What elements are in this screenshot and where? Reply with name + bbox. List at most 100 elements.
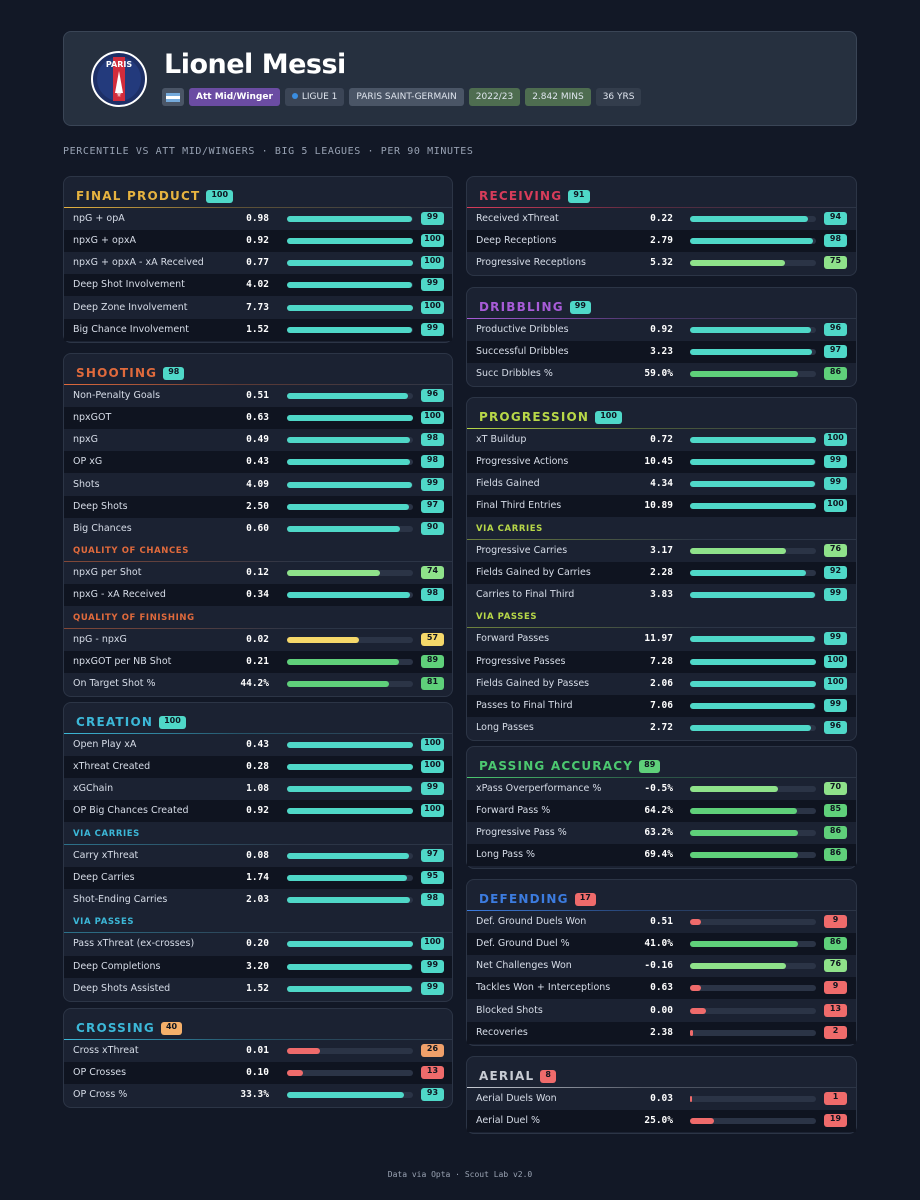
percentile-track xyxy=(287,282,413,289)
stat-value: 7.06 xyxy=(650,699,673,711)
stat-value: 0.51 xyxy=(650,916,673,927)
percentile-bar xyxy=(287,680,390,687)
percentile-track xyxy=(690,503,816,510)
percentile-track xyxy=(690,963,816,970)
stat-label: npxG xyxy=(73,434,99,446)
sub-header-divider xyxy=(64,561,452,563)
percentile-badge: 98 xyxy=(421,433,444,447)
section-divider xyxy=(467,428,856,429)
percentile-bar xyxy=(287,941,413,948)
percentile-track xyxy=(287,326,413,333)
stat-value: 0.51 xyxy=(246,390,269,401)
stat-label: Deep Shots Assisted xyxy=(73,982,171,994)
club-crest-icon: PARIS ⚜ xyxy=(91,51,147,107)
stat-value: 0.28 xyxy=(246,761,269,773)
percentile-bar xyxy=(690,636,815,643)
stat-row: Deep Shot Involvement 4.02 99 xyxy=(64,274,452,297)
stat-row: On Target Shot % 44.2% 81 xyxy=(64,673,452,695)
stat-value: 59.0% xyxy=(644,368,673,380)
stat-row: npG - npxG 0.02 57 xyxy=(64,629,452,651)
stat-value: 25.0% xyxy=(644,1115,673,1127)
stat-value: 0.02 xyxy=(246,633,269,645)
stat-label: Shots xyxy=(73,478,100,490)
minutes-badge: 2.842 MINS xyxy=(525,88,591,106)
stat-row: npG + opA 0.98 99 xyxy=(64,208,452,230)
stat-value: 44.2% xyxy=(240,677,269,689)
stat-label: xPass Overperformance % xyxy=(476,783,602,794)
percentile-badge: 86 xyxy=(824,848,847,862)
stat-value: 0.12 xyxy=(246,567,269,579)
section-score-badge: 100 xyxy=(206,189,234,203)
stat-label: Recoveries xyxy=(476,1026,528,1038)
section-divider xyxy=(64,733,452,734)
percentile-badge: 98 xyxy=(824,234,847,248)
stat-value: 0.01 xyxy=(246,1045,269,1056)
percentile-badge: 19 xyxy=(824,1114,847,1128)
section-title: CROSSING 40 xyxy=(76,1020,183,1036)
percentile-bar xyxy=(690,1118,714,1125)
stat-label: Blocked Shots xyxy=(476,1004,543,1016)
stat-row: Recoveries 2.38 2 xyxy=(467,1021,856,1044)
stat-value: 4.34 xyxy=(650,478,673,490)
stat-row: xThreat Created 0.28 100 xyxy=(64,756,452,779)
percentile-badge: 100 xyxy=(421,256,444,270)
percentile-badge: 99 xyxy=(421,212,444,225)
section-score-badge: 99 xyxy=(569,300,591,314)
stat-label: Shot-Ending Carries xyxy=(73,894,168,906)
passing-accuracy-panel: PASSING ACCURACY 89 xPass Overperformance … xyxy=(466,746,857,869)
stat-row: OP Crosses 0.10 13 xyxy=(64,1062,452,1085)
section-title-text: FINAL PRODUCT xyxy=(76,189,201,203)
stat-row: npxG - xA Received 0.34 98 xyxy=(64,584,452,607)
stat-label: Passes to Final Third xyxy=(476,699,573,711)
section-score-badge: 17 xyxy=(574,892,596,906)
percentile-bar xyxy=(287,658,400,665)
dribbling-panel: DRIBBLING 99 Productive Dribbles 0.92 96 Succ… xyxy=(466,287,857,388)
percentile-track xyxy=(287,680,413,687)
stat-label: npxG + opxA xyxy=(73,235,136,247)
percentile-track xyxy=(690,547,816,554)
stat-row: npxGOT per NB Shot 0.21 89 xyxy=(64,650,452,673)
stat-row: Shot-Ending Carries 2.03 98 xyxy=(64,889,452,911)
stat-label: Fields Gained xyxy=(476,478,540,490)
section-divider xyxy=(467,318,856,319)
percentile-badge: 75 xyxy=(824,256,847,270)
section-title: FINAL PRODUCT 100 xyxy=(76,188,234,204)
percentile-track xyxy=(287,874,413,881)
stat-value: 10.89 xyxy=(644,500,673,512)
percentile-track xyxy=(287,1092,413,1099)
percentile-badge: 13 xyxy=(824,1003,847,1017)
percentile-bar xyxy=(690,941,799,948)
stat-row: Deep Shots Assisted 1.52 99 xyxy=(64,978,452,1000)
stat-value: 1.52 xyxy=(246,323,269,335)
percentile-track xyxy=(287,1048,413,1054)
percentile-badge: 96 xyxy=(421,389,444,402)
stat-label: Long Passes xyxy=(476,721,534,733)
aerial-panel: AERIAL 8 Aerial Duels Won 0.03 1 Aerial Duel … xyxy=(466,1056,857,1135)
section-title-text: CROSSING xyxy=(76,1021,155,1035)
section-title: RECEIVING 91 xyxy=(479,188,590,204)
percentile-badge: 98 xyxy=(421,893,444,907)
percentile-bar xyxy=(287,1048,320,1054)
stat-row: Carry xThreat 0.08 97 xyxy=(64,845,452,867)
stat-label: Open Play xA xyxy=(73,739,137,750)
stat-row: Shots 4.09 99 xyxy=(64,474,452,496)
percentile-bar xyxy=(690,830,799,837)
percentile-badge: 100 xyxy=(421,760,444,774)
percentile-badge: 90 xyxy=(421,521,444,535)
percentile-bar xyxy=(287,1092,405,1099)
stat-value: 10.45 xyxy=(644,456,673,468)
stat-label: Pass xThreat (ex-crosses) xyxy=(73,938,195,950)
stat-row: Fields Gained by Passes 2.06 100 xyxy=(467,673,856,695)
stat-row: Fields Gained by Carries 2.28 92 xyxy=(467,561,856,584)
stat-label: Deep Carries xyxy=(73,871,135,883)
percentile-bar xyxy=(690,786,779,792)
percentile-track xyxy=(690,786,816,792)
stat-value: 0.63 xyxy=(650,982,673,994)
stat-value: 0.03 xyxy=(650,1093,673,1104)
stat-row: npxGOT 0.63 100 xyxy=(64,407,452,430)
percentile-track xyxy=(287,852,413,859)
stat-label: Carry xThreat xyxy=(73,849,139,861)
percentile-badge: 99 xyxy=(421,278,444,292)
percentile-track xyxy=(690,569,816,576)
percentile-bar xyxy=(690,724,811,731)
